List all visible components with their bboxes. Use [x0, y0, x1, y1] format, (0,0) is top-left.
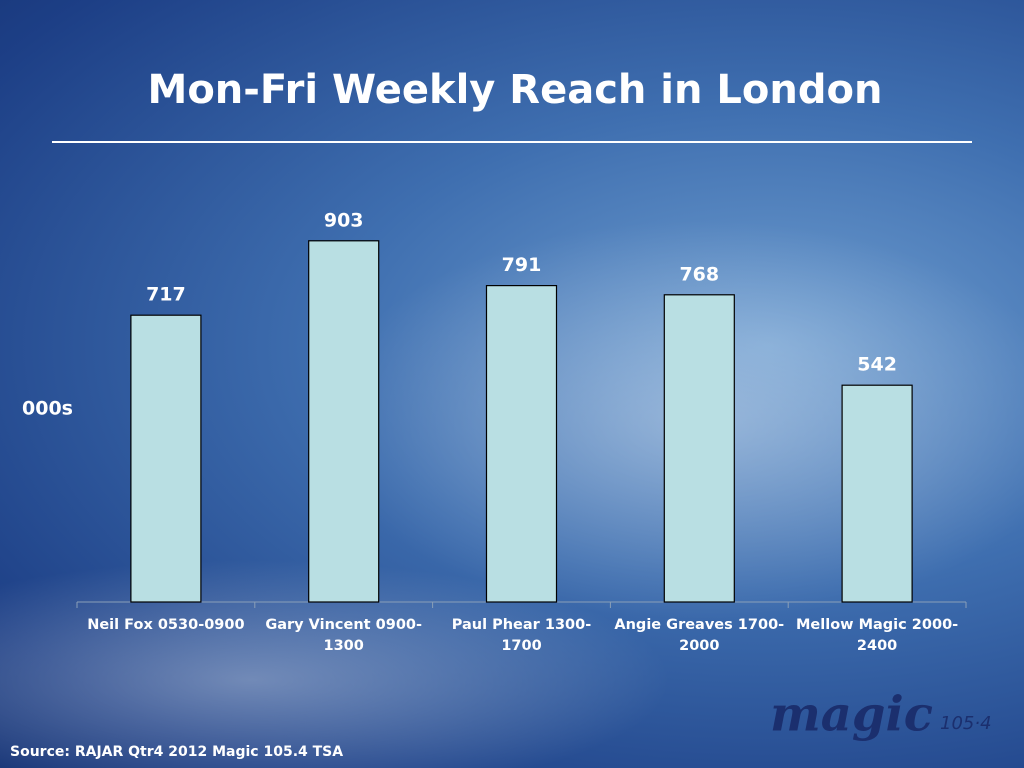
logo-name: magic [770, 687, 933, 743]
source: Source: RAJAR Qtr4 2012 Magic 105.4 TSA [10, 744, 343, 760]
bar [485, 285, 558, 603]
y-axis-label: 000s [22, 398, 73, 420]
bar [308, 240, 380, 603]
chart-title: Mon-Fri Weekly Reach in London [148, 67, 883, 113]
bar [130, 314, 202, 603]
x-tick-label: Paul Phear 1300-1700 [451, 617, 592, 654]
data-label: 717 [146, 284, 186, 306]
x-tick-label: Neil Fox 0530-0900 [87, 617, 245, 633]
bar [663, 294, 735, 603]
data-label: 903 [324, 209, 364, 231]
x-tick-label: Angie Greaves 1700-2000 [614, 617, 785, 654]
x-tick-label: Mellow Magic 2000-2400 [795, 617, 959, 654]
bar [841, 384, 913, 603]
logo-frequency: 105·4 [940, 713, 992, 734]
data-label: 542 [857, 354, 897, 376]
x-tick-label: Gary Vincent 0900-1300 [265, 617, 423, 654]
data-label: 791 [502, 254, 542, 276]
data-label: 768 [679, 263, 719, 285]
cloud [0, 560, 670, 768]
